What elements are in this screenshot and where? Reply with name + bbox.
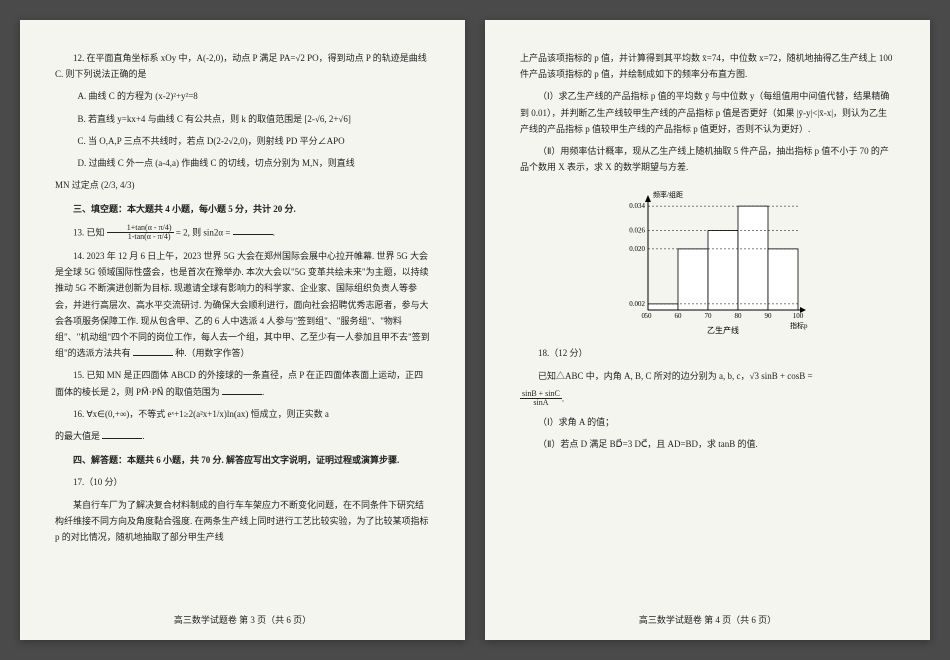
svg-text:乙生产线: 乙生产线 (707, 325, 739, 335)
q13-tail: = 2, 则 sin2α = (176, 227, 233, 237)
q13: 13. 已知 1+tan(α - π/4) 1-tan(α - π/4) = 2… (55, 224, 430, 243)
q13-label: 13. 已知 (73, 227, 105, 237)
section-3-title: 三、填空题：本大题共 4 小题，每小题 5 分，共计 20 分. (55, 201, 430, 217)
svg-text:80: 80 (734, 312, 742, 320)
q12-opt-a: A. 曲线 C 的方程为 (x-2)²+y²=8 (55, 88, 430, 104)
svg-text:90: 90 (764, 312, 772, 320)
q16-tail-line: 的最大值是 . (55, 428, 430, 444)
svg-text:0.026: 0.026 (629, 227, 645, 235)
q16-tail: 的最大值是 (55, 431, 100, 441)
q17-cont: 上产品该项指标的 p 值，并计算得到其平均数 x̄=74，中位数 x=72，随机… (520, 50, 895, 82)
svg-text:60: 60 (674, 312, 682, 320)
histogram-svg: 0.0020.0200.0260.03405060708090100频率/组距指… (608, 185, 808, 335)
q12-stem: 12. 在平面直角坐标系 xOy 中，A(-2,0)，动点 P 满足 PA=√2… (55, 50, 430, 82)
q17-body: 某自行车厂为了解决复合材料制成的自行车车架应力不断变化问题，在不同条件下研究结构… (55, 497, 430, 546)
q14-tail: 种.（用数字作答） (175, 348, 249, 358)
svg-text:100: 100 (792, 312, 803, 320)
q14-body: 14. 2023 年 12 月 6 日上午，2023 世界 5G 大会在郑州国际… (55, 251, 430, 358)
q13-den: 1-tan(α - π/4) (107, 233, 174, 242)
q13-fraction: 1+tan(α - π/4) 1-tan(α - π/4) (107, 224, 174, 243)
q18-p2: （Ⅱ）若点 D 满足 BD⃗=3 DC⃗，且 AD=BD，求 tanB 的值. (520, 436, 895, 452)
svg-text:70: 70 (704, 312, 712, 320)
page-4: 上产品该项指标的 p 值，并计算得到其平均数 x̄=74，中位数 x=72，随机… (485, 20, 930, 640)
svg-text:0.002: 0.002 (629, 300, 645, 308)
svg-text:50: 50 (644, 312, 652, 320)
q15-blank (222, 394, 262, 395)
page-3-footer: 高三数学试题卷 第 3 页（共 6 页） (20, 612, 465, 628)
page-3: 12. 在平面直角坐标系 xOy 中，A(-2,0)，动点 P 满足 PA=√2… (20, 20, 465, 640)
svg-text:指标p: 指标p (790, 321, 808, 330)
q18-p1: （Ⅰ）求角 A 的值； (520, 414, 895, 430)
q14-blank (133, 355, 173, 356)
svg-text:0.034: 0.034 (629, 202, 645, 210)
q16: 16. ∀x∈(0,+∞)，不等式 eˣ+1≥2(a²x+1/x)ln(ax) … (55, 406, 430, 422)
q18-body-line: 已知△ABC 中，内角 A, B, C 所对的边分别为 a, b, c，√3 s… (520, 368, 895, 384)
section-4-title: 四、解答题：本题共 6 小题，共 70 分. 解答应写出文字说明，证明过程或演算… (55, 452, 430, 468)
q18-num: 18.（12 分） (520, 345, 895, 361)
q17-num: 17.（10 分） (55, 474, 430, 490)
q16-body: 16. ∀x∈(0,+∞)，不等式 eˣ+1≥2(a²x+1/x)ln(ax) … (73, 409, 329, 419)
q13-blank (233, 234, 273, 235)
q18-frac: sinB + sinC sinA . (520, 390, 895, 409)
q12-opt-d2: MN 过定点 (2/3, 4/3) (55, 177, 430, 193)
q12-opt-c: C. 当 O,A,P 三点不共线时，若点 D(2-2√2,0)，则射线 PD 平… (55, 133, 430, 149)
q12-opt-d: D. 过曲线 C 外一点 (a-4,a) 作曲线 C 的切线，切点分别为 M,N… (55, 155, 430, 171)
svg-text:0.020: 0.020 (629, 245, 645, 253)
q18-fraction: sinB + sinC sinA (520, 390, 562, 409)
q18-body: 已知△ABC 中，内角 A, B, C 所对的边分别为 a, b, c，√3 s… (538, 371, 813, 381)
q16-blank (102, 438, 142, 439)
svg-text:频率/组距: 频率/组距 (653, 190, 683, 199)
q14: 14. 2023 年 12 月 6 日上午，2023 世界 5G 大会在郑州国际… (55, 248, 430, 361)
q12-opt-b: B. 若直线 y=kx+4 与曲线 C 有公共点，则 k 的取值范围是 [2-√… (55, 111, 430, 127)
page-4-footer: 高三数学试题卷 第 4 页（共 6 页） (485, 612, 930, 628)
histogram-chart: 0.0020.0200.0260.03405060708090100频率/组距指… (608, 185, 808, 335)
q18-frac-den: sinA (520, 399, 562, 408)
q17-part2: （Ⅱ）用频率估计概率，现从乙生产线上随机抽取 5 件产品，抽出指标 p 值不小于… (520, 143, 895, 175)
q17-part1: （Ⅰ）求乙生产线的产品指标 p 值的平均数 ȳ 与中位数 y（每组值用中间值代替… (520, 88, 895, 137)
q15: 15. 已知 MN 是正四面体 ABCD 的外接球的一条直径，点 P 在正四面体… (55, 367, 430, 399)
